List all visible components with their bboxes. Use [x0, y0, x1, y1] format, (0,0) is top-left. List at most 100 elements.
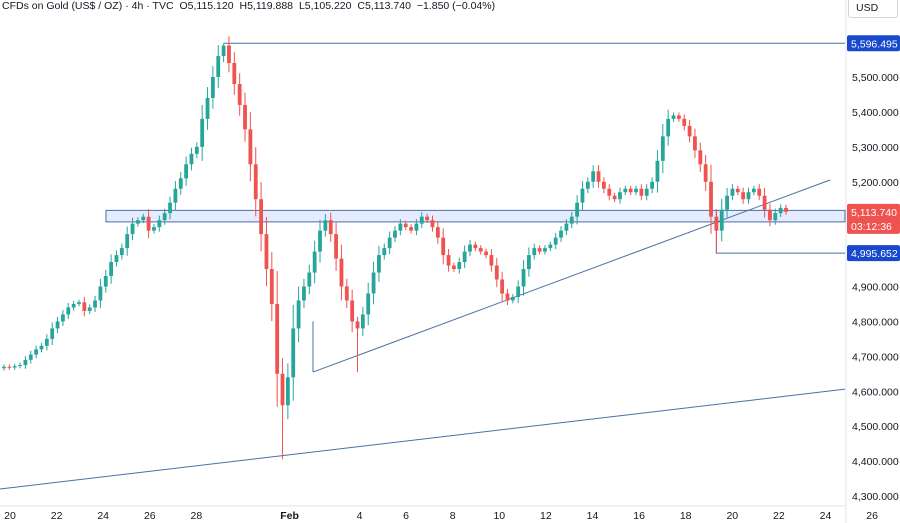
candle: [141, 213, 146, 224]
candle: [468, 240, 472, 257]
candle: [259, 182, 263, 252]
x-tick-label: 26: [144, 510, 156, 522]
x-tick-label: 18: [680, 510, 692, 522]
candle: [639, 184, 644, 201]
x-tick-label: 20: [4, 510, 16, 522]
candle: [409, 224, 413, 234]
candle: [612, 192, 617, 203]
x-tick-label: 20: [726, 510, 738, 522]
candle: [109, 254, 114, 284]
candle: [269, 251, 274, 322]
candle: [157, 215, 162, 232]
high-price-tag: 5,596.495: [847, 35, 900, 52]
candle: [516, 280, 521, 304]
candle: [194, 142, 199, 159]
candle: [527, 247, 531, 277]
x-tick-label: 22: [773, 510, 785, 522]
candle: [93, 295, 97, 312]
x-tick-label: 12: [540, 510, 552, 522]
candle: [253, 147, 258, 217]
candle: [248, 112, 253, 182]
candle: [312, 240, 317, 284]
low-value: L5,105.220: [298, 0, 352, 12]
candle: [607, 184, 612, 201]
x-tick-label: Feb: [280, 510, 299, 522]
y-tick-label: 5,400.000: [852, 107, 899, 119]
candle: [366, 282, 371, 326]
candle: [39, 342, 44, 353]
candle: [601, 177, 606, 194]
y-tick-label: 5,300.000: [852, 142, 899, 154]
candle: [735, 185, 740, 196]
time-axis[interactable]: 2022242628Feb468101214161820222426Mar468…: [0, 505, 900, 522]
x-tick-label: 24: [97, 510, 109, 522]
data-source: TVC: [152, 0, 174, 12]
candle: [130, 217, 135, 241]
candle: [61, 309, 65, 326]
x-tick-label: 28: [191, 510, 203, 522]
candle: [34, 345, 39, 359]
candle: [709, 164, 713, 234]
candle: [55, 316, 60, 333]
candle: [178, 172, 183, 195]
candle: [307, 264, 312, 295]
x-tick-label: 8: [450, 510, 456, 522]
candle: [457, 257, 462, 274]
y-tick-label: 4,800.000: [852, 316, 899, 328]
candle: [548, 241, 553, 252]
candle: [296, 286, 301, 343]
svg-text:4,995.652: 4,995.652: [851, 248, 898, 260]
currency-button[interactable]: USD: [848, 0, 898, 18]
candle: [355, 316, 360, 373]
y-tick-label: 4,500.000: [852, 421, 899, 433]
candle: [360, 306, 365, 337]
candle: [12, 363, 17, 370]
candle: [50, 322, 55, 345]
candle: [264, 217, 269, 287]
candle: [87, 304, 92, 314]
candle: [768, 203, 772, 227]
candle: [478, 245, 483, 255]
candle: [221, 43, 226, 63]
candle: [200, 104, 205, 161]
symbol-name: CFDs on Gold (US$ / OZ): [2, 0, 123, 12]
candle: [232, 52, 237, 95]
candle: [339, 244, 344, 301]
candle: [585, 177, 590, 194]
x-tick-label: 24: [820, 510, 832, 522]
candle: [441, 228, 446, 265]
candle: [773, 208, 778, 225]
candle: [285, 363, 290, 420]
y-tick-label: 5,500.000: [852, 72, 899, 84]
candle: [644, 184, 649, 201]
symbol-header: CFDs on Gold (US$ / OZ) · 4h · TVC O5,115.…: [2, 0, 496, 12]
candle: [425, 213, 430, 224]
candle: [510, 294, 515, 304]
candle: [275, 271, 280, 407]
candle: [473, 241, 478, 252]
candle: [403, 220, 408, 231]
low-price-tag: 4,995.652: [847, 245, 900, 262]
candle: [666, 109, 671, 146]
x-tick-label: 6: [403, 510, 409, 522]
candle: [66, 302, 71, 319]
candle: [778, 204, 783, 217]
candle: [682, 114, 687, 131]
candle: [82, 296, 87, 317]
candle: [446, 248, 451, 272]
candle: [210, 66, 215, 109]
candle: [414, 219, 419, 236]
candle: [168, 196, 172, 220]
candle: [398, 219, 403, 236]
candle: [237, 73, 242, 116]
candle: [746, 187, 751, 204]
y-tick-label: 4,300.000: [852, 491, 899, 503]
candle: [291, 305, 296, 401]
candle: [676, 112, 681, 122]
candle: [553, 233, 558, 250]
candle: [532, 243, 537, 260]
candle: [2, 364, 6, 371]
candle: [784, 204, 788, 215]
price-axis[interactable]: 5,500.0005,400.0005,300.0005,200.0005,10…: [845, 0, 899, 523]
